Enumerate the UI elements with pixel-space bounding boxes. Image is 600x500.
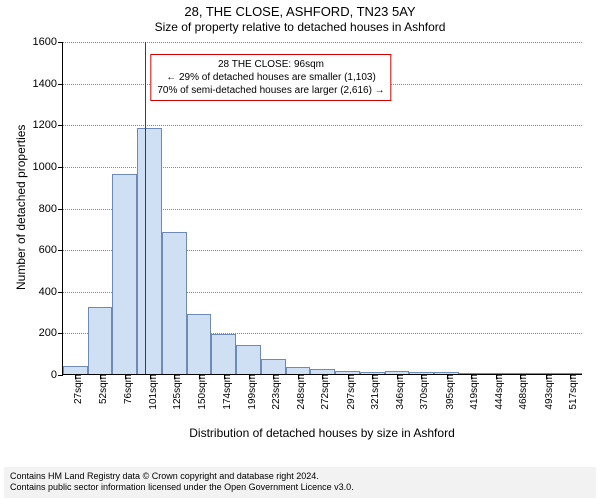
y-tick-label: 1200 xyxy=(33,119,63,131)
x-axis-label: Distribution of detached houses by size … xyxy=(62,426,582,440)
y-tick-label: 1600 xyxy=(33,36,63,48)
attribution-footer: Contains HM Land Registry data © Crown c… xyxy=(4,467,596,498)
x-tick-label: 493sqm xyxy=(537,374,555,410)
x-tick-label: 76sqm xyxy=(116,374,134,404)
x-tick-label: 174sqm xyxy=(215,374,233,410)
x-tick-label: 517sqm xyxy=(561,374,579,410)
x-tick-label: 346sqm xyxy=(388,374,406,410)
histogram-bar xyxy=(112,174,137,374)
histogram-bar xyxy=(162,232,187,374)
histogram-bar xyxy=(88,307,113,374)
histogram-plot: 0200400600800100012001400160027sqm52sqm7… xyxy=(62,42,582,375)
gridline xyxy=(63,125,582,126)
y-tick-label: 1000 xyxy=(33,161,63,173)
y-tick-label: 800 xyxy=(39,203,63,215)
annotation-line: 28 THE CLOSE: 96sqm xyxy=(157,58,384,71)
x-tick-label: 150sqm xyxy=(190,374,208,410)
x-tick-label: 419sqm xyxy=(462,374,480,410)
x-tick-label: 272sqm xyxy=(313,374,331,410)
histogram-bar xyxy=(236,345,261,374)
x-tick-label: 52sqm xyxy=(91,374,109,404)
x-tick-label: 468sqm xyxy=(511,374,529,410)
x-tick-label: 444sqm xyxy=(487,374,505,410)
histogram-bar xyxy=(137,128,162,374)
x-tick-label: 248sqm xyxy=(289,374,307,410)
y-tick-label: 400 xyxy=(39,286,63,298)
x-tick-label: 321sqm xyxy=(363,374,381,410)
x-tick-label: 27sqm xyxy=(66,374,84,404)
x-tick-label: 370sqm xyxy=(412,374,430,410)
annotation-line: ← 29% of detached houses are smaller (1,… xyxy=(157,71,384,84)
y-tick-label: 200 xyxy=(39,327,63,339)
page-title: 28, THE CLOSE, ASHFORD, TN23 5AY xyxy=(0,0,600,19)
histogram-bar xyxy=(261,359,286,374)
y-tick-label: 600 xyxy=(39,244,63,256)
histogram-bar xyxy=(286,367,311,374)
footer-line: Contains HM Land Registry data © Crown c… xyxy=(10,471,590,483)
x-tick-label: 395sqm xyxy=(438,374,456,410)
page-subtitle: Size of property relative to detached ho… xyxy=(0,19,600,34)
histogram-bar xyxy=(211,334,236,374)
x-tick-label: 199sqm xyxy=(240,374,258,410)
footer-line: Contains public sector information licen… xyxy=(10,482,590,494)
gridline xyxy=(63,42,582,43)
histogram-bar xyxy=(187,314,212,374)
property-marker-line xyxy=(145,42,146,374)
y-tick-label: 0 xyxy=(51,369,63,381)
y-axis-label: Number of detached properties xyxy=(14,125,28,290)
x-tick-label: 297sqm xyxy=(339,374,357,410)
x-tick-label: 125sqm xyxy=(165,374,183,410)
histogram-bar xyxy=(63,366,88,374)
x-tick-label: 223sqm xyxy=(264,374,282,410)
x-tick-label: 101sqm xyxy=(141,374,159,410)
annotation-line: 70% of semi-detached houses are larger (… xyxy=(157,84,384,97)
annotation-callout: 28 THE CLOSE: 96sqm← 29% of detached hou… xyxy=(150,54,391,101)
y-tick-label: 1400 xyxy=(33,78,63,90)
